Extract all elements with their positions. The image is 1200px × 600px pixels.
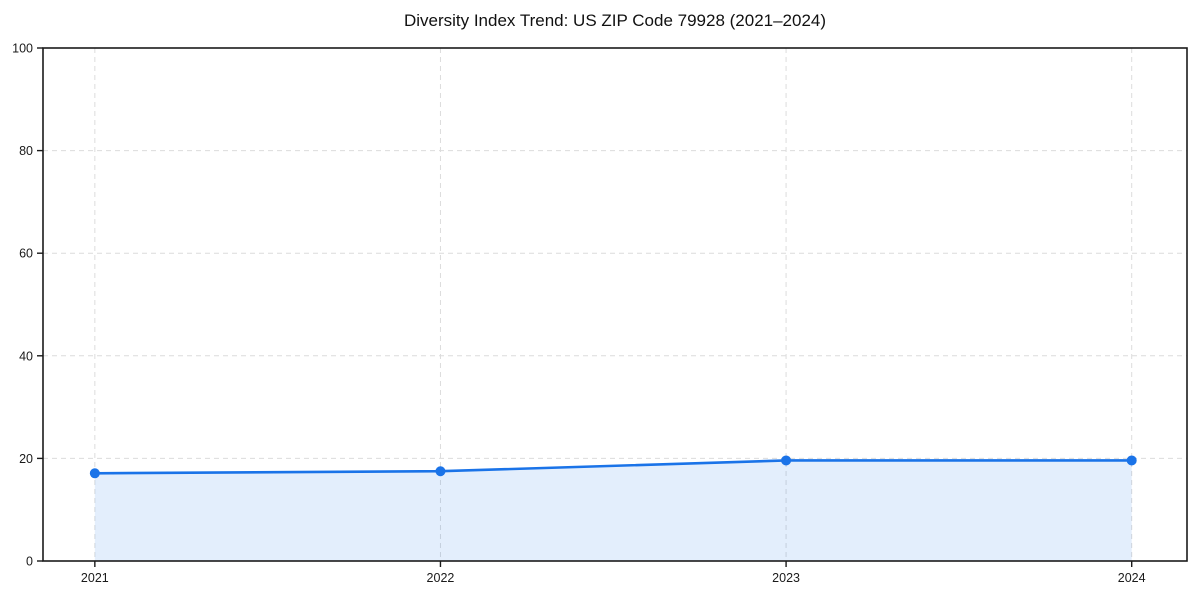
data-point-marker [1126, 455, 1137, 466]
x-axis-tick-label: 2024 [1118, 571, 1146, 585]
chart-title: Diversity Index Trend: US ZIP Code 79928… [403, 11, 827, 30]
plot-background [43, 48, 1187, 561]
y-axis-tick-label: 40 [19, 349, 33, 363]
trend-line [93, 459, 1134, 475]
x-axis-tick-label: 2021 [81, 571, 109, 585]
x-axis-tick-label: 2023 [772, 571, 800, 585]
y-axis-tick-label: 60 [19, 247, 33, 261]
plot-border [42, 47, 1188, 562]
y-axis-tick-label: 100 [12, 42, 33, 56]
data-point-marker [435, 466, 446, 477]
data-point-marker [781, 455, 792, 466]
y-axis-tick-label: 20 [19, 452, 33, 466]
y-axis-tick-label: 80 [19, 144, 33, 158]
y-axis-tick-label: 0 [26, 555, 33, 569]
area-fill [94, 460, 1132, 561]
data-point-marker [89, 468, 100, 479]
x-axis-tick-label: 2022 [427, 571, 455, 585]
